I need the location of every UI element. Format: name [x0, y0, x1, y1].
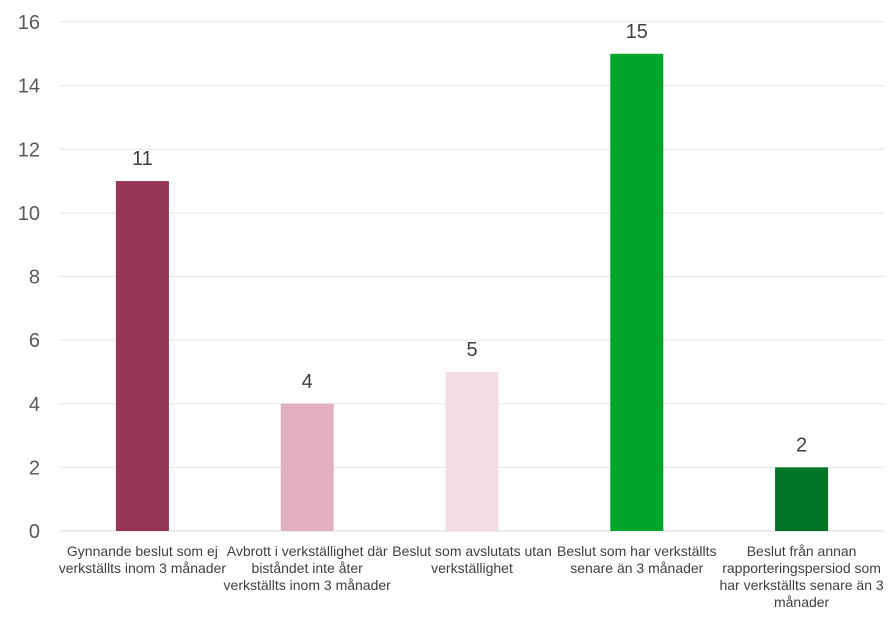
- y-tick-label: 6: [29, 330, 40, 352]
- x-category-label: Beslut från annan rapporteringspersiod s…: [719, 543, 884, 610]
- y-tick-label: 10: [18, 203, 40, 225]
- y-tick-label: 16: [18, 12, 40, 34]
- y-tick-label: 8: [29, 267, 40, 289]
- bar-value-label: 2: [796, 434, 807, 456]
- bar: [775, 467, 829, 531]
- bar-value-label: 4: [302, 371, 313, 393]
- x-category-label: Beslut som har verkställts senare än 3 m…: [557, 543, 717, 576]
- bar: [610, 53, 664, 531]
- bar: [280, 403, 334, 531]
- bar-value-label: 5: [466, 339, 477, 361]
- x-category-label: Gynnande beslut som ej verkställts inom …: [58, 543, 227, 576]
- y-axis-ticks: 0 2 4 6 8 10 12 14 16: [18, 12, 40, 543]
- y-tick-label: 14: [18, 76, 40, 98]
- bar: [445, 371, 499, 531]
- x-category-label: Beslut som avslutats utan verkställighet: [392, 543, 552, 576]
- data-labels: 11 4 5 15 2: [132, 21, 807, 457]
- y-tick-label: 4: [29, 394, 40, 416]
- bar-value-label: 15: [626, 21, 648, 43]
- y-tick-label: 2: [29, 457, 40, 479]
- y-tick-label: 0: [29, 521, 40, 543]
- bars: [115, 53, 829, 531]
- x-category-label: Avbrott i verkställighet där biståndet i…: [223, 543, 391, 593]
- bar-value-label: 11: [132, 148, 153, 170]
- y-tick-label: 12: [18, 139, 40, 161]
- gridlines: [60, 21, 884, 532]
- bar: [115, 181, 169, 531]
